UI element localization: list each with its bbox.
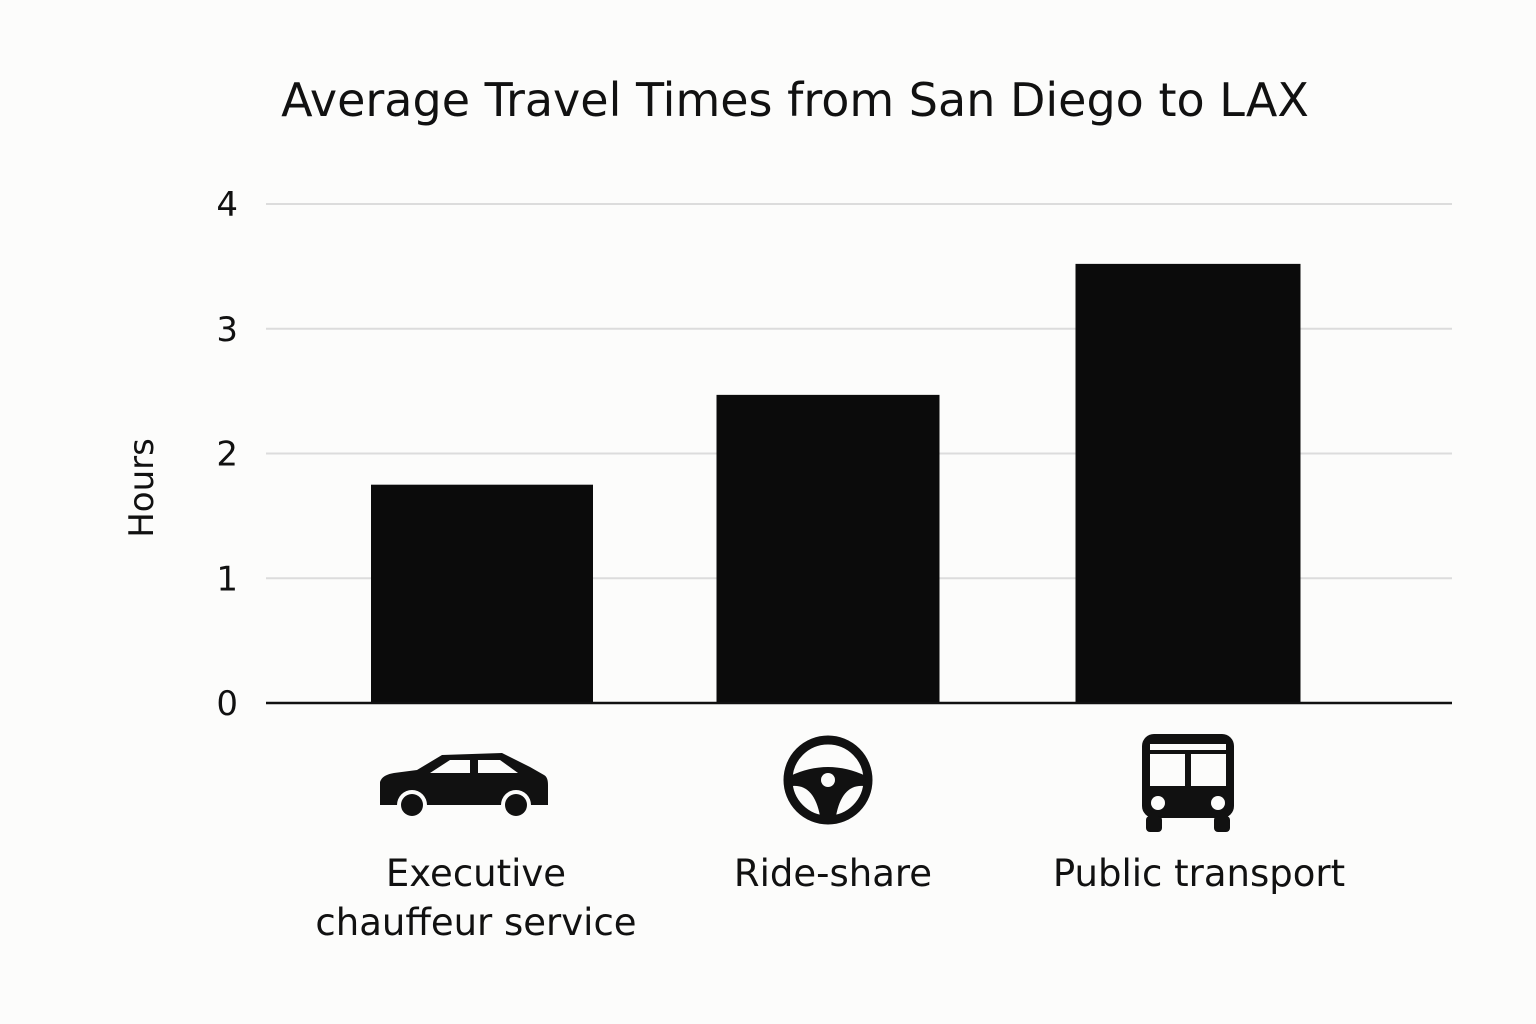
steering-wheel-icon [783,735,873,825]
category-label: Executive [386,852,566,895]
y-tick-label: 1 [216,559,238,599]
chart-title: Average Travel Times from San Diego to L… [281,73,1309,127]
category-labels: Executive chauffeur service Ride-share Publ… [315,852,1345,944]
y-axis-label: Hours [122,438,162,538]
y-tick-label: 0 [216,684,238,724]
y-axis-ticks: 0 1 2 3 4 [216,185,238,724]
y-tick-label: 3 [216,310,238,350]
bus-icon [1142,734,1234,832]
category-label: Ride-share [734,852,932,895]
bars [371,263,1301,703]
bar-0 [371,484,593,703]
category-label: Public transport [1053,852,1345,895]
y-tick-label: 4 [216,185,238,225]
bar-1 [716,394,940,703]
car-icon [380,753,548,820]
category-label: chauffeur service [315,901,636,944]
bar-2 [1075,263,1301,703]
category-icons [380,734,1234,832]
y-tick-label: 2 [216,435,238,475]
